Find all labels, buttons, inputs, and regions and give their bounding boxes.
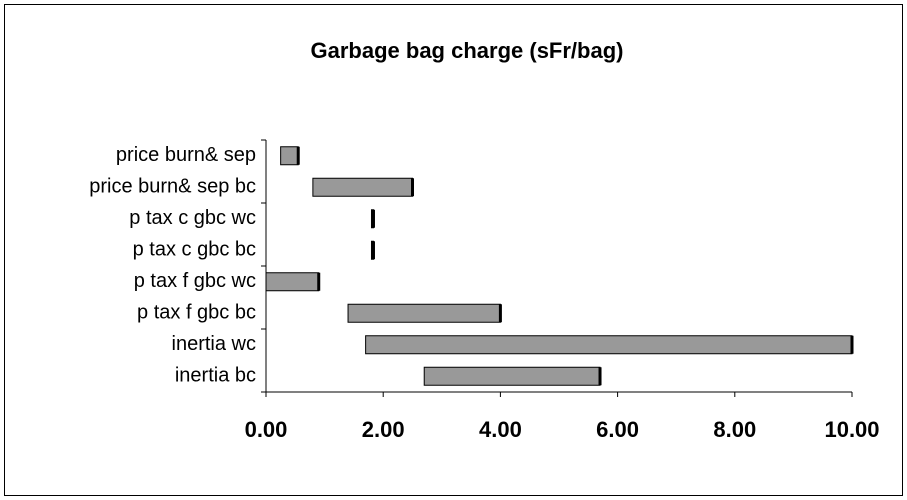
range-bar (265, 272, 320, 292)
range-bar (365, 335, 853, 355)
y-tick-label: price burn& sep bc (89, 176, 256, 198)
x-tick-label: 10.00 (824, 417, 879, 442)
y-tick-label: p tax f gbc wc (134, 270, 256, 292)
range-bar (280, 146, 299, 166)
y-tick-label: inertia bc (175, 365, 256, 387)
y-tick-label: p tax c gbc bc (133, 239, 256, 261)
y-tick-label: p tax c gbc wc (129, 207, 256, 229)
chart-border (4, 4, 903, 496)
y-tick-label: p tax f gbc bc (137, 302, 256, 324)
x-tick-label: 8.00 (713, 417, 756, 442)
range-bar (312, 177, 414, 197)
x-tick-label: 6.00 (596, 417, 639, 442)
x-tick-label: 2.00 (362, 417, 405, 442)
y-tick-label: price burn& sep (116, 144, 256, 166)
range-bar (347, 303, 501, 323)
y-tick-label: inertia wc (172, 333, 256, 355)
x-tick-label: 4.00 (479, 417, 522, 442)
x-tick-label: 0.00 (245, 417, 288, 442)
range-bar (423, 366, 601, 386)
chart-title: Garbage bag charge (sFr/bag) (311, 38, 624, 63)
